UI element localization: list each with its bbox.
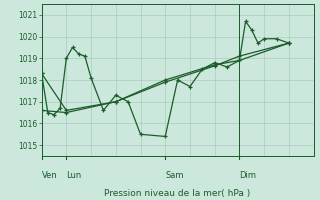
Text: Pression niveau de la mer( hPa ): Pression niveau de la mer( hPa ) xyxy=(104,189,251,198)
Text: Lun: Lun xyxy=(66,171,82,180)
Text: Sam: Sam xyxy=(165,171,184,180)
Text: Ven: Ven xyxy=(42,171,57,180)
Text: Dim: Dim xyxy=(239,171,256,180)
